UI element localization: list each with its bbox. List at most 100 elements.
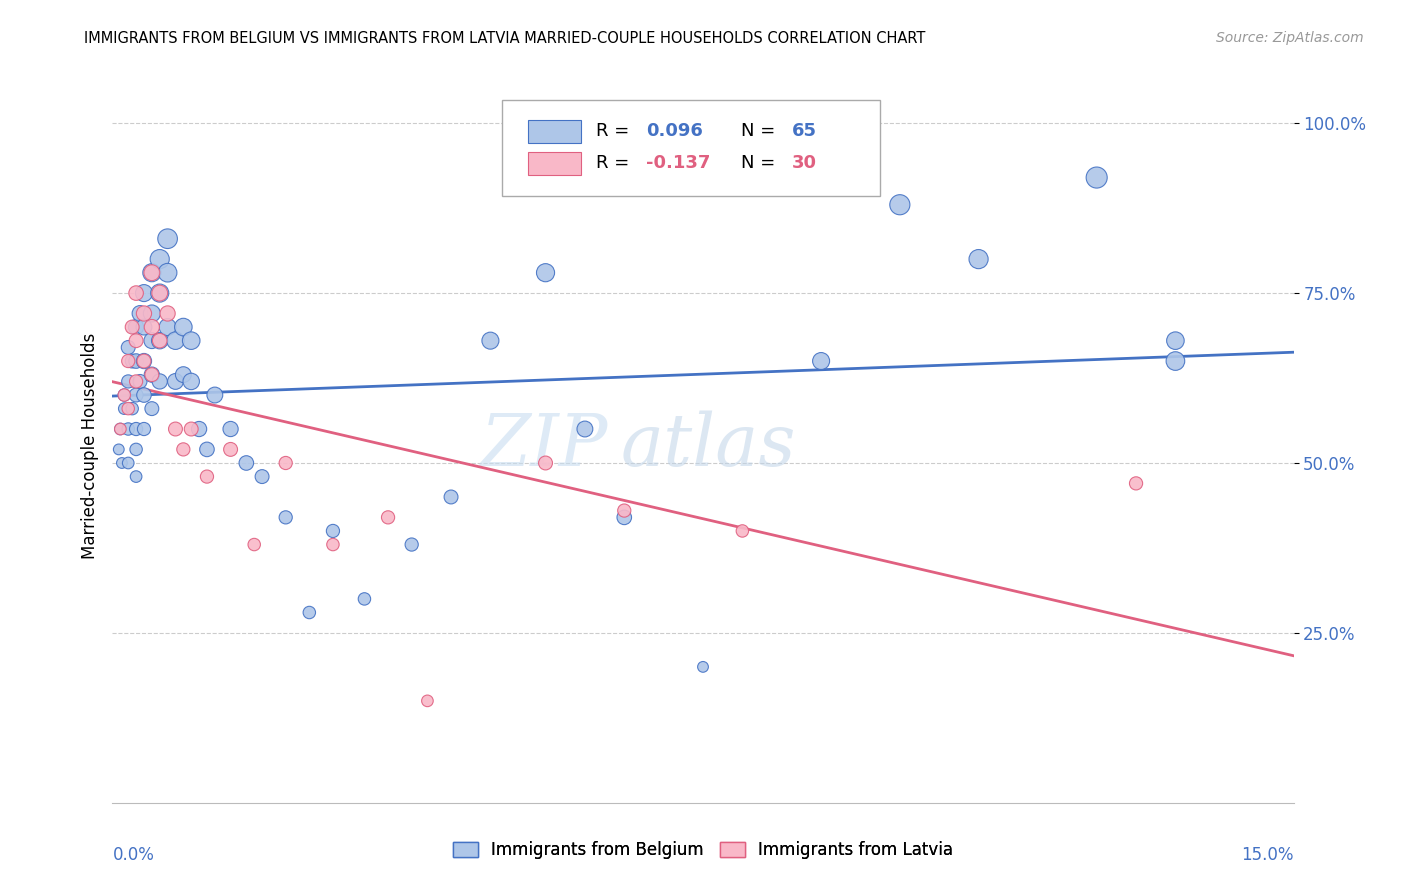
Point — [180, 422, 202, 436]
Text: 0.0%: 0.0% — [112, 846, 155, 863]
Point — [141, 266, 163, 280]
Point — [149, 252, 172, 266]
Text: 30: 30 — [792, 154, 817, 172]
Point — [1085, 170, 1108, 185]
Text: R =: R = — [596, 154, 628, 172]
Point — [141, 401, 163, 416]
Point — [188, 422, 211, 436]
Point — [149, 375, 172, 389]
Text: Source: ZipAtlas.com: Source: ZipAtlas.com — [1216, 31, 1364, 45]
Text: 65: 65 — [792, 122, 817, 140]
Point — [125, 334, 148, 348]
Point — [121, 320, 143, 334]
Point — [195, 442, 218, 457]
Text: N =: N = — [741, 122, 775, 140]
Point — [613, 510, 636, 524]
Point — [440, 490, 463, 504]
Point — [129, 306, 152, 320]
Point — [110, 422, 132, 436]
Point — [132, 354, 155, 368]
Point — [172, 442, 194, 457]
Point — [235, 456, 257, 470]
Point — [141, 334, 163, 348]
Point — [141, 306, 163, 320]
Text: ZIP: ZIP — [481, 410, 609, 482]
Point — [534, 266, 557, 280]
Point — [204, 388, 226, 402]
Point — [132, 422, 155, 436]
Point — [180, 375, 202, 389]
Point — [172, 368, 194, 382]
Point — [141, 266, 163, 280]
Point — [125, 375, 148, 389]
Point — [117, 456, 139, 470]
Point — [121, 401, 143, 416]
Point — [165, 375, 187, 389]
FancyBboxPatch shape — [502, 100, 880, 196]
Point — [132, 286, 155, 301]
Point — [401, 537, 423, 551]
Point — [574, 422, 596, 436]
Point — [534, 456, 557, 470]
Point — [692, 660, 714, 674]
Point — [479, 334, 502, 348]
Point — [219, 422, 242, 436]
Bar — [529, 120, 581, 143]
Y-axis label: Married-couple Households: Married-couple Households — [80, 333, 98, 559]
Bar — [529, 152, 581, 175]
Point — [156, 232, 179, 246]
Point — [125, 388, 148, 402]
Point — [111, 456, 134, 470]
Point — [298, 606, 321, 620]
Point — [1164, 354, 1187, 368]
Point — [125, 442, 148, 457]
Point — [149, 334, 172, 348]
Point — [274, 456, 297, 470]
Point — [377, 510, 399, 524]
Point — [353, 591, 375, 606]
Legend: Immigrants from Belgium, Immigrants from Latvia: Immigrants from Belgium, Immigrants from… — [446, 835, 960, 866]
Point — [125, 422, 148, 436]
Point — [141, 368, 163, 382]
Point — [141, 320, 163, 334]
Point — [132, 320, 155, 334]
Point — [149, 334, 172, 348]
Point — [125, 469, 148, 483]
Point — [156, 306, 179, 320]
Point — [416, 694, 439, 708]
Point — [180, 334, 202, 348]
Point — [110, 422, 132, 436]
Point — [112, 401, 135, 416]
Point — [156, 266, 179, 280]
Point — [132, 354, 155, 368]
Point — [810, 354, 832, 368]
Point — [129, 375, 152, 389]
Point — [117, 341, 139, 355]
Point — [172, 320, 194, 334]
Point — [132, 388, 155, 402]
Point — [322, 524, 344, 538]
Point — [274, 510, 297, 524]
Point — [1125, 476, 1147, 491]
Point — [1164, 334, 1187, 348]
Point — [243, 537, 266, 551]
Point — [107, 442, 129, 457]
Point — [731, 524, 754, 538]
Point — [121, 354, 143, 368]
Text: 0.096: 0.096 — [647, 122, 703, 140]
Point — [613, 503, 636, 517]
Point — [195, 469, 218, 483]
Point — [125, 354, 148, 368]
Point — [117, 422, 139, 436]
Point — [165, 334, 187, 348]
Point — [156, 320, 179, 334]
Point — [141, 368, 163, 382]
Point — [112, 388, 135, 402]
Point — [125, 320, 148, 334]
Point — [889, 198, 911, 212]
Point — [322, 537, 344, 551]
Text: R =: R = — [596, 122, 628, 140]
Text: IMMIGRANTS FROM BELGIUM VS IMMIGRANTS FROM LATVIA MARRIED-COUPLE HOUSEHOLDS CORR: IMMIGRANTS FROM BELGIUM VS IMMIGRANTS FR… — [84, 31, 925, 46]
Point — [967, 252, 990, 266]
Text: 15.0%: 15.0% — [1241, 846, 1294, 863]
